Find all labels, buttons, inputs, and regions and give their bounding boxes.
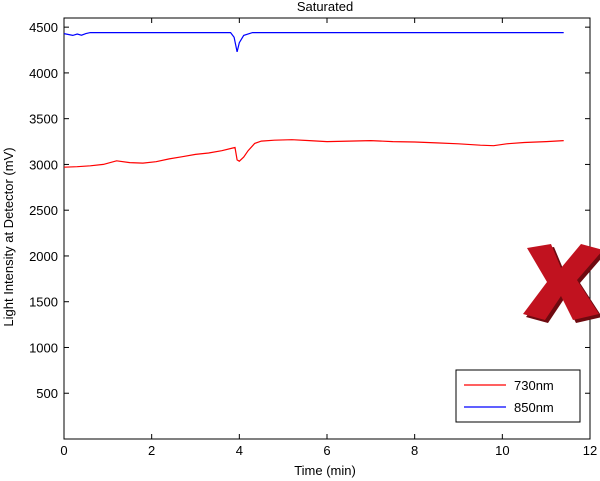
- x-axis: 0 2 4 6 8 10 12: [60, 18, 597, 458]
- x-axis-label: Time (min): [294, 463, 356, 478]
- x-tick-label: 2: [148, 443, 155, 458]
- y-tick-label: 4500: [29, 20, 58, 35]
- x-tick-label: 0: [60, 443, 67, 458]
- y-axis-label: Light Intensity at Detector (mV): [1, 147, 16, 326]
- y-tick-label: 4000: [29, 66, 58, 81]
- watermark-x: [523, 244, 600, 320]
- y-tick-label: 1500: [29, 295, 58, 310]
- red-x-watermark: [523, 244, 600, 323]
- legend-label: 730nm: [514, 378, 554, 393]
- series-line-730nm: [63, 139, 564, 168]
- plot-area: [63, 17, 591, 440]
- series-line-850nm: [63, 31, 564, 53]
- chart-title: Saturated: [297, 0, 353, 14]
- y-tick-label: 2500: [29, 203, 58, 218]
- x-tick-label: 4: [236, 443, 243, 458]
- y-tick-label: 3500: [29, 112, 58, 127]
- y-tick-label: 500: [36, 386, 58, 401]
- y-tick-label: 1000: [29, 340, 58, 355]
- x-tick-label: 12: [583, 443, 597, 458]
- y-tick-label: 3000: [29, 157, 58, 172]
- x-tick-label: 10: [495, 443, 509, 458]
- x-tick-label: 6: [323, 443, 330, 458]
- x-tick-label: 8: [411, 443, 418, 458]
- series-layer: [63, 31, 564, 168]
- plot-frame: [63, 17, 591, 440]
- legend-label: 850nm: [514, 400, 554, 415]
- y-tick-label: 2000: [29, 249, 58, 264]
- legend-box: [455, 369, 581, 423]
- y-axis: 500 1000 1500 2000 2500 3000 3500 4000 4500: [29, 20, 590, 401]
- legend: 730nm 850nm: [455, 369, 581, 423]
